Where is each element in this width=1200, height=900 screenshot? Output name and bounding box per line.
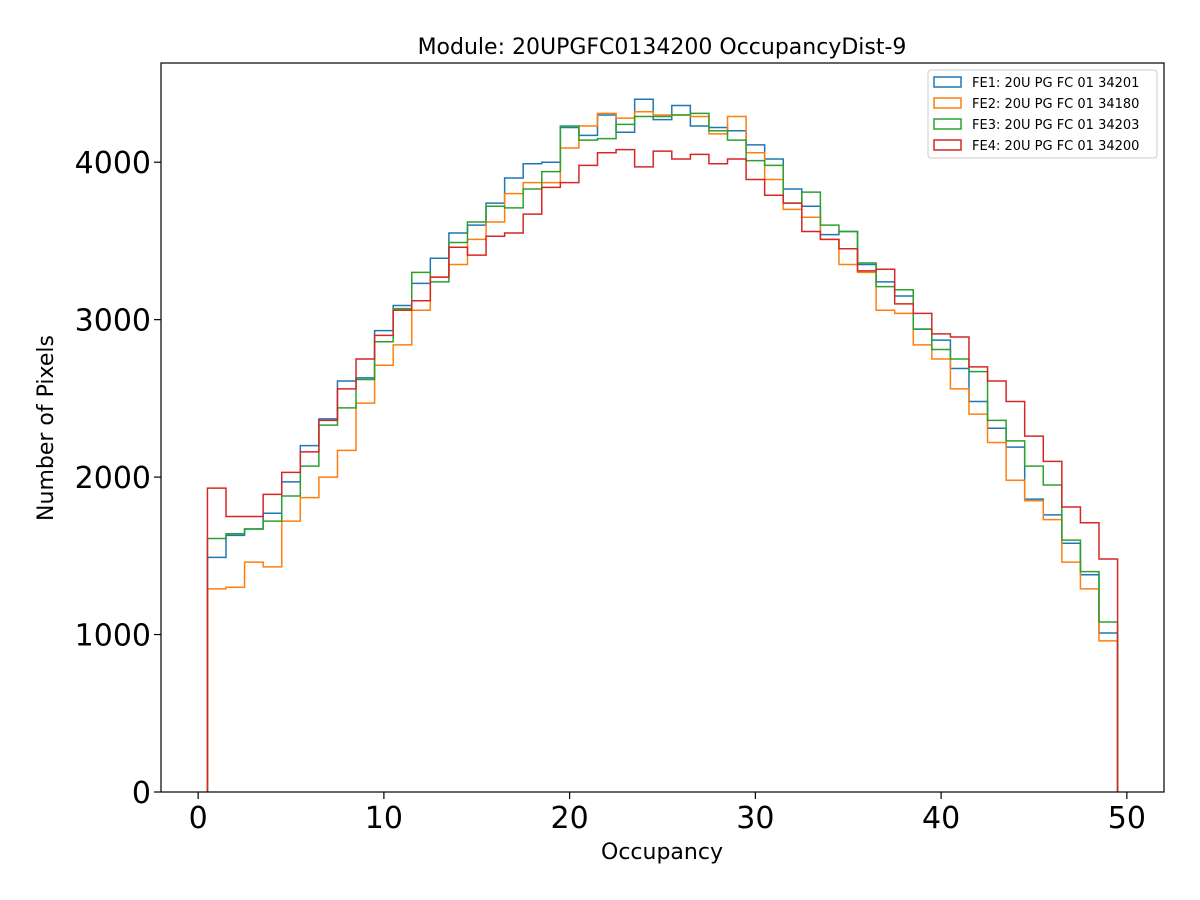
legend-swatch-fe2: [933, 97, 962, 109]
x-tick-label: 20: [551, 801, 589, 836]
legend-label-fe4: FE4: 20U PG FC 01 34200: [972, 139, 1139, 154]
legend-label-fe1: FE1: 20U PG FC 01 34201: [972, 76, 1139, 91]
plot-frame: [160, 62, 1165, 793]
x-tick-label: 50: [1108, 801, 1146, 836]
series-line-fe4: [206, 148, 1119, 792]
x-axis-label: Occupancy: [601, 840, 723, 865]
y-tick-label: 0: [132, 776, 151, 811]
y-tick-label: 1000: [75, 619, 151, 654]
y-tick-label: 3000: [75, 304, 151, 339]
legend: FE1: 20U PG FC 01 34201 FE2: 20U PG FC 01…: [927, 69, 1158, 159]
legend-box: [927, 69, 1158, 159]
legend-label-fe3: FE3: 20U PG FC 01 34203: [972, 118, 1139, 133]
legend-swatch-fe4: [933, 139, 962, 151]
y-tick-label: 2000: [75, 461, 151, 496]
plot-series-group: [206, 98, 1119, 792]
y-tick-label: 4000: [75, 146, 151, 181]
series-line-fe2: [206, 111, 1119, 792]
legend-swatch-fe1: [933, 76, 962, 88]
x-tick-label: 40: [922, 801, 960, 836]
x-tick-label: 30: [736, 801, 774, 836]
x-tick-label: 10: [365, 801, 403, 836]
y-axis-ticks: 0 1000 2000 3000 4000: [75, 146, 161, 811]
y-axis-label: Number of Pixels: [34, 335, 59, 521]
chart-title: Module: 20UPGFC0134200 OccupancyDist-9: [418, 35, 907, 60]
legend-label-fe2: FE2: 20U PG FC 01 34180: [972, 97, 1139, 112]
x-tick-label: 0: [189, 801, 208, 836]
x-axis-ticks: 0 10 20 30 40 50: [189, 792, 1146, 836]
legend-swatch-fe3: [933, 118, 962, 130]
